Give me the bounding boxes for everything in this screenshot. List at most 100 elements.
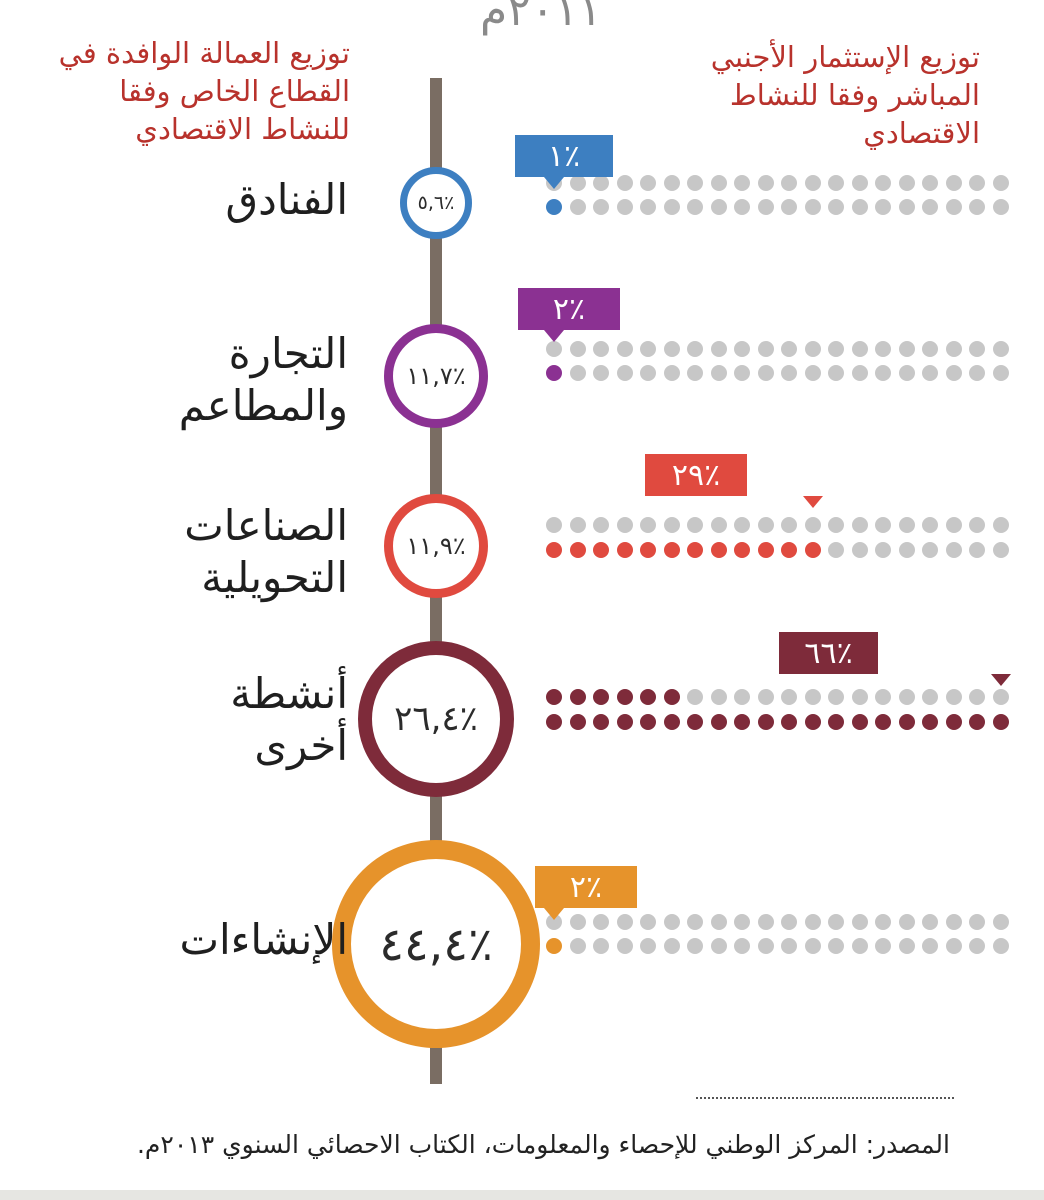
investment-dot <box>546 714 562 730</box>
investment-dot <box>922 714 938 730</box>
right-heading: توزيع الإستثمار الأجنبي المباشر وفقا للن… <box>710 40 980 150</box>
investment-dot <box>945 938 962 954</box>
investment-dot <box>781 199 797 215</box>
investment-dot <box>922 341 938 357</box>
investment-dot <box>640 341 656 357</box>
investment-dot <box>851 365 868 381</box>
investment-dot <box>992 517 1009 533</box>
investment-dot <box>757 542 774 558</box>
left-heading: توزيع العمالة الوافدة في القطاع الخاص وف… <box>58 36 350 146</box>
investment-dot <box>593 341 609 357</box>
investment-dot <box>922 517 938 533</box>
investment-dot <box>945 714 962 730</box>
investment-dot <box>828 689 844 705</box>
investment-dot <box>546 341 562 357</box>
investment-dot <box>757 365 774 381</box>
investment-dot <box>710 542 727 558</box>
investment-dot <box>757 689 774 705</box>
investment-dot <box>663 542 680 558</box>
ring-label-hotels: ٪٥,٦ <box>417 192 455 214</box>
investment-dot <box>828 365 844 381</box>
investment-dot <box>546 517 562 533</box>
ring-label-trade: ٪١١,٧ <box>406 362 466 390</box>
investment-dot <box>969 689 985 705</box>
investment-dot <box>687 938 703 954</box>
investment-dot <box>687 341 703 357</box>
investment-dot <box>992 542 1009 558</box>
investment-dot <box>640 714 656 730</box>
investment-dot <box>663 199 680 215</box>
investment-dot <box>804 542 821 558</box>
tag-pointer <box>544 908 564 920</box>
investment-dot <box>828 542 844 558</box>
investment-dot <box>616 175 633 191</box>
ring-construction: ٪٤٤,٤ <box>332 840 540 1048</box>
investment-dot <box>898 341 915 357</box>
investment-dot <box>663 517 680 533</box>
investment-dot <box>663 175 680 191</box>
sector-name-other: أنشطة أخرى <box>230 669 348 770</box>
investment-dot <box>922 938 938 954</box>
investment-dot <box>640 175 656 191</box>
investment-dot <box>593 689 609 705</box>
investment-dot <box>945 542 962 558</box>
investment-share-tag: ٪٢٩ <box>645 454 747 496</box>
ring-label-construction: ٪٤٤,٤ <box>379 917 493 971</box>
investment-dot <box>851 689 868 705</box>
investment-dot <box>851 938 868 954</box>
investment-dot <box>851 542 868 558</box>
investment-dot <box>828 175 844 191</box>
investment-dot <box>734 938 750 954</box>
investment-dot <box>804 199 821 215</box>
investment-dot <box>898 542 915 558</box>
investment-dot <box>734 714 750 730</box>
investment-share-tag: ٪١ <box>515 135 613 177</box>
investment-dot <box>710 341 727 357</box>
ring-other: ٪٢٦,٤ <box>358 641 514 797</box>
investment-dot <box>992 365 1009 381</box>
sector-name-manufacturing: الصناعات التحويلية <box>184 501 348 602</box>
investment-dot-grid <box>540 0 1020 1200</box>
sector-name-construction: الإنشاءات <box>179 915 348 964</box>
investment-dot <box>593 199 609 215</box>
investment-dot <box>898 365 915 381</box>
ring-trade: ٪١١,٧ <box>384 324 488 428</box>
investment-dot <box>663 689 680 705</box>
investment-dot <box>781 914 797 930</box>
investment-dot <box>875 938 891 954</box>
investment-dot <box>710 199 727 215</box>
investment-dot <box>804 689 821 705</box>
investment-dot <box>710 938 727 954</box>
investment-dot <box>945 175 962 191</box>
investment-dot <box>969 714 985 730</box>
investment-dot <box>781 542 797 558</box>
investment-dot <box>851 914 868 930</box>
investment-dot <box>593 175 609 191</box>
investment-dot <box>828 938 844 954</box>
ring-manufacturing: ٪١١,٩ <box>384 494 488 598</box>
investment-dot <box>687 199 703 215</box>
investment-dot <box>828 341 844 357</box>
investment-dot <box>546 938 562 954</box>
investment-dot <box>593 542 609 558</box>
source-divider <box>696 1097 954 1099</box>
investment-dot <box>569 175 586 191</box>
investment-share-tag: ٪٢ <box>535 866 637 908</box>
investment-dot <box>616 341 633 357</box>
investment-dot <box>546 365 562 381</box>
investment-dot <box>875 175 891 191</box>
investment-dot <box>687 175 703 191</box>
investment-dot <box>922 689 938 705</box>
investment-dot <box>922 199 938 215</box>
investment-share-tag: ٪٦٦ <box>779 632 878 674</box>
investment-dot <box>663 341 680 357</box>
investment-dot <box>546 199 562 215</box>
investment-dot <box>875 914 891 930</box>
investment-dot <box>992 914 1009 930</box>
investment-dot <box>734 175 750 191</box>
investment-dot <box>616 938 633 954</box>
investment-dot <box>898 914 915 930</box>
investment-dot <box>851 199 868 215</box>
investment-share-tag: ٪٢ <box>518 288 620 330</box>
investment-dot <box>687 542 703 558</box>
